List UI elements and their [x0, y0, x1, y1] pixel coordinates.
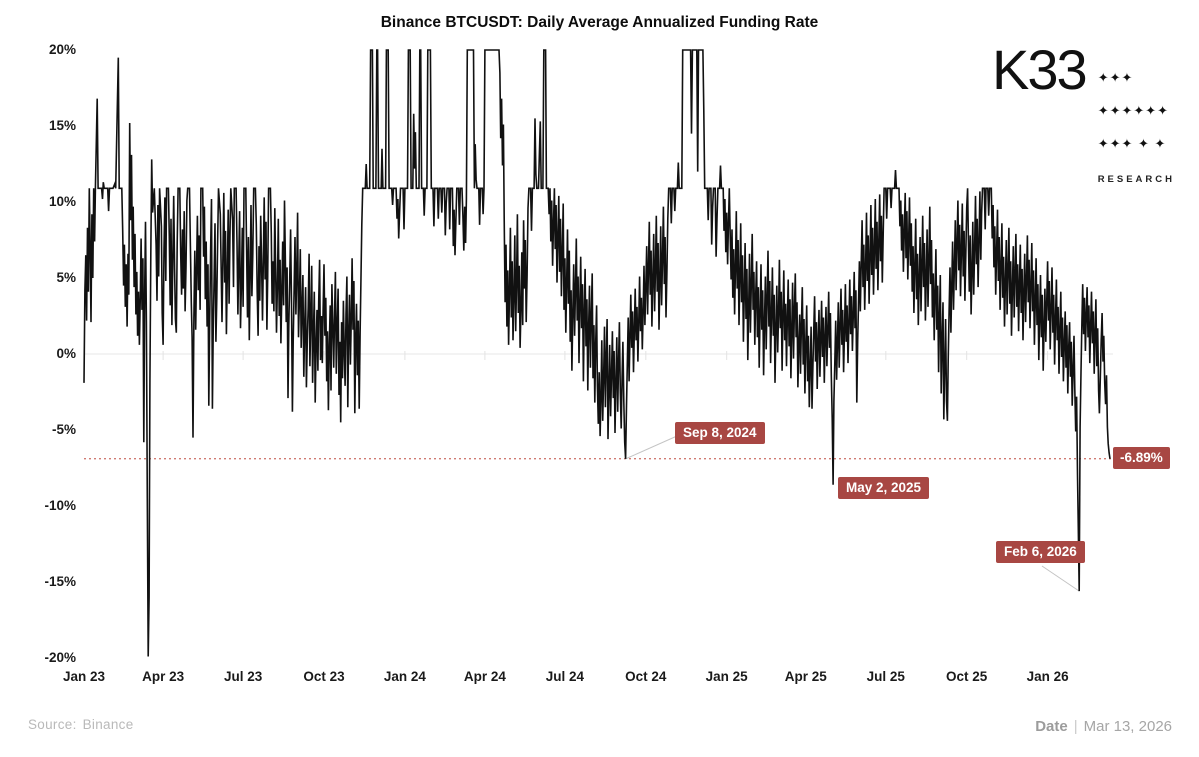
- x-tick-label: Jul 24: [545, 669, 585, 684]
- date-label: Date: [1035, 718, 1068, 735]
- x-tick-label: Oct 25: [946, 669, 988, 684]
- quarter-tick-marks: [83, 351, 1049, 360]
- k33-stars-row: ✦✦✦: [1097, 70, 1134, 85]
- source-label: Source:: [28, 717, 77, 732]
- x-tick-label: Jan 23: [62, 669, 106, 684]
- source-caption: Source: Binance: [28, 717, 134, 732]
- k33-research-logo: K33 ✦✦✦ ✦✦✦✦✦✦ ✦✦✦ ✦ ✦ RESEARCH: [992, 38, 1175, 186]
- annotation-connectors: [625, 435, 1080, 592]
- x-tick-label: Apr 25: [784, 669, 827, 684]
- x-tick-label: Oct 24: [625, 669, 667, 684]
- x-tick-label: Jan 26: [1026, 669, 1069, 684]
- y-tick-label: 15%: [48, 118, 76, 133]
- y-tick-label: -20%: [44, 650, 76, 665]
- source-value: Binance: [82, 717, 134, 732]
- y-tick-label: -10%: [44, 498, 76, 513]
- annotation-feb-6-2026: Feb 6, 2026: [996, 541, 1085, 563]
- x-tick-label: Jul 25: [866, 669, 905, 684]
- date-caption: Date | Mar 13, 2026: [1035, 718, 1172, 735]
- y-tick-label: -15%: [44, 574, 76, 589]
- k33-stars-row: ✦✦✦ ✦ ✦: [1097, 136, 1167, 151]
- date-separator: |: [1073, 718, 1078, 735]
- date-value: Mar 13, 2026: [1083, 718, 1172, 735]
- x-tick-label: Jan 24: [383, 669, 426, 684]
- y-tick-label: -5%: [51, 422, 76, 437]
- k33-logo-text: K33: [992, 38, 1088, 101]
- last-value-label: -6.89%: [1113, 447, 1170, 469]
- annotation-may-2-2025: May 2, 2025: [838, 477, 930, 499]
- x-tick-label: Jan 25: [705, 669, 748, 684]
- x-tick-label: Apr 23: [142, 669, 185, 684]
- y-tick-label: 20%: [48, 42, 76, 57]
- y-tick-label: 10%: [48, 194, 76, 209]
- y-tick-label: 0%: [56, 346, 76, 361]
- funding-rate-line: [83, 49, 1111, 657]
- k33-research-text: RESEARCH: [1097, 174, 1175, 185]
- chart-title: Binance BTCUSDT: Daily Average Annualize…: [380, 14, 819, 31]
- x-tick-label: Apr 24: [463, 669, 506, 684]
- y-tick-label: 5%: [56, 270, 76, 285]
- x-tick-label: Oct 23: [303, 669, 345, 684]
- x-tick-label: Jul 23: [223, 669, 263, 684]
- k33-stars-row: ✦✦✦✦✦✦: [1097, 103, 1170, 118]
- k33-stars-icon: ✦✦✦ ✦✦✦✦✦✦ ✦✦✦ ✦ ✦: [1098, 50, 1169, 171]
- annotation-sep-8-2024: Sep 8, 2024: [675, 422, 765, 444]
- k33-logo-mark: ✦✦✦ ✦✦✦✦✦✦ ✦✦✦ ✦ ✦ RESEARCH: [1098, 44, 1175, 185]
